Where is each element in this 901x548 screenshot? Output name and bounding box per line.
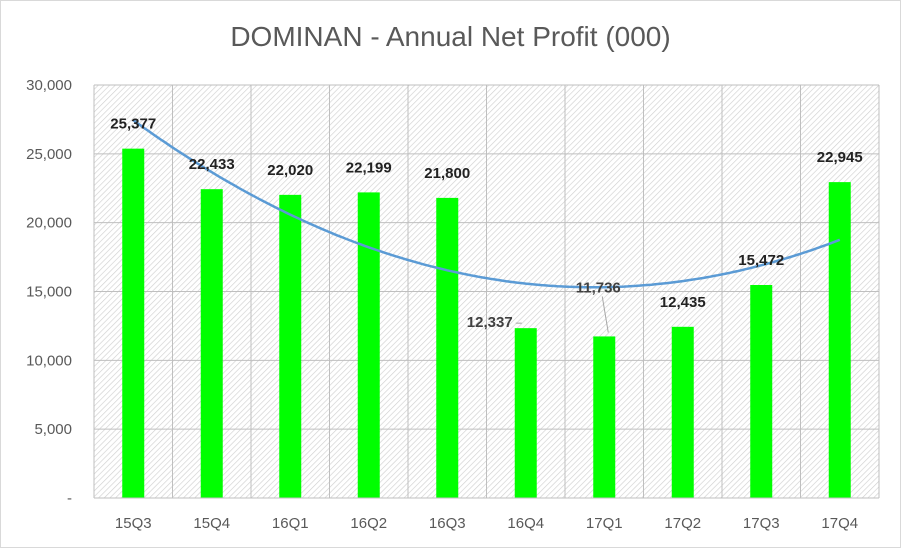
- data-labels: 25,377 22,433 22,020 22,199 21,800 12,337 11,7…: [110, 116, 863, 333]
- x-tick-label: 16Q3: [429, 515, 466, 532]
- trendline: [132, 119, 841, 289]
- y-tick-label: 20,000: [26, 215, 72, 232]
- bar-15Q4: [200, 189, 223, 498]
- bar-17Q2: [671, 326, 694, 498]
- trendline-path: [132, 119, 841, 289]
- x-tick-label: 16Q1: [272, 515, 309, 532]
- gridlines: [93, 84, 880, 499]
- y-tick-label: 15,000: [26, 284, 72, 301]
- bar-17Q1: [593, 336, 616, 498]
- y-tick-label: 30,000: [26, 77, 72, 94]
- x-tick-label: 16Q4: [507, 515, 544, 532]
- x-tick-label: 15Q3: [115, 515, 152, 532]
- bar-16Q3: [436, 197, 459, 499]
- bar-17Q3: [750, 285, 773, 498]
- bar-17Q4: [828, 182, 851, 498]
- y-tick-label: 25,000: [26, 146, 72, 163]
- y-tick-label: 10,000: [26, 352, 72, 369]
- data-label-16Q1: 22,020: [267, 162, 313, 179]
- data-label-16Q2: 22,199: [346, 159, 392, 176]
- y-tick-label: -: [67, 490, 72, 507]
- bars: [122, 148, 851, 499]
- bar-16Q4: [514, 328, 537, 498]
- data-label-17Q2: 12,435: [660, 294, 706, 311]
- y-axis: - 5,000 10,000 15,000 20,000 25,000 30,000: [26, 77, 72, 507]
- x-axis: 15Q3 15Q4 16Q1 16Q2 16Q3 16Q4 17Q1 17Q2 17Q3 17Q4: [94, 497, 879, 532]
- data-label-16Q4: 12,337: [467, 314, 513, 331]
- data-label-15Q4: 22,433: [189, 156, 235, 173]
- data-label-15Q3: 25,377: [110, 116, 156, 133]
- x-tick-label: 15Q4: [193, 515, 230, 532]
- x-tick-label: 17Q4: [821, 515, 858, 532]
- x-tick-label: 17Q1: [586, 515, 623, 532]
- bar-16Q1: [279, 194, 302, 498]
- data-label-17Q1: 11,736: [576, 279, 621, 296]
- bar-16Q2: [357, 192, 380, 498]
- leader-line: [601, 296, 609, 333]
- bar-15Q3: [122, 148, 145, 498]
- x-tick-label: 17Q2: [664, 515, 701, 532]
- x-tick-label: 16Q2: [350, 515, 387, 532]
- data-label-17Q4: 22,945: [817, 149, 863, 166]
- data-label-17Q3: 15,472: [738, 252, 784, 269]
- y-tick-label: 5,000: [34, 421, 72, 438]
- data-label-16Q3: 21,800: [424, 165, 470, 182]
- chart-title: DOMINAN - Annual Net Profit (000): [230, 21, 671, 52]
- x-tick-label: 17Q3: [743, 515, 780, 532]
